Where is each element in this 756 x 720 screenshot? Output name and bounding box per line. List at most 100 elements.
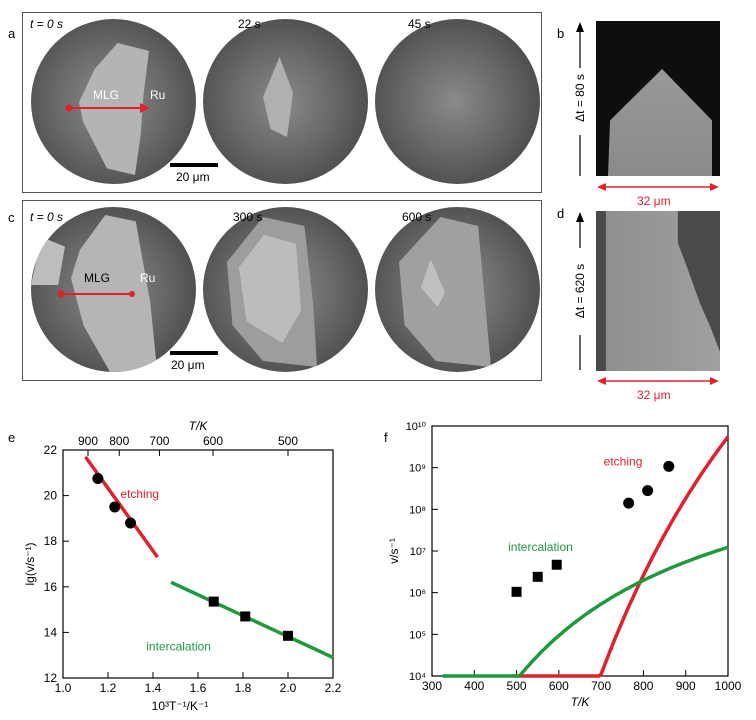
kymograph-trace — [605, 211, 720, 371]
panel-b-label: b — [557, 26, 565, 41]
intercalation-point — [240, 611, 251, 622]
time-label: 45 s — [408, 17, 431, 31]
top-tick-label: 600 — [203, 434, 223, 448]
y-tick-label: 10¹⁰ — [406, 421, 427, 433]
y-tick-label: 22 — [44, 443, 58, 457]
arrhenius-chart-e: e 1.0 1.2 1.4 1.6 1.8 2.0 2.2 12 14 16 18 20 22 900 800… — [8, 420, 342, 713]
intercalation-fit-line — [170, 580, 334, 660]
panel-a-frame — [22, 12, 542, 193]
y-tick-label: 10⁹ — [409, 463, 426, 475]
intercalation-curve — [442, 545, 729, 678]
region-label-mlg: MLG — [93, 88, 120, 102]
etching-point — [92, 473, 104, 484]
x-tick-label: 1.8 — [235, 681, 252, 695]
mlg-ru-arrow — [65, 103, 150, 113]
x-tick-label: 500 — [507, 679, 527, 693]
series-label-etching: etching — [604, 455, 643, 469]
mlg-island — [31, 237, 65, 285]
x-tick-label: 400 — [464, 679, 484, 693]
kymograph-b — [596, 21, 720, 176]
region-label-ru: Ru — [140, 271, 156, 285]
rate-chart-f: f 300 400 500 600 700 800 900 1000 10⁴ 10⁵ 10⁶ 10⁷ 10… — [384, 421, 742, 709]
width-label: 32 μm — [637, 388, 671, 402]
width-arrow — [597, 377, 719, 385]
micrograph-a2 — [203, 19, 368, 184]
panel-f-label: f — [384, 430, 388, 445]
y-axis-label: lg(v/s⁻¹) — [23, 543, 37, 586]
intercalation-point — [208, 596, 219, 607]
etching-point — [663, 460, 675, 472]
y-tick-label: 16 — [44, 580, 58, 594]
scale-bar-label: 20 μm — [176, 170, 210, 184]
time-axis-arrow — [576, 212, 584, 370]
series-label-intercalation: intercalation — [508, 540, 573, 554]
top-axis-label: T/K — [189, 420, 209, 433]
etching-point — [109, 501, 121, 513]
x-tick-label: 800 — [633, 679, 653, 693]
y-tick-label: 18 — [44, 534, 58, 548]
top-tick-label: 700 — [149, 434, 169, 448]
intercalation-point — [532, 571, 543, 582]
micrograph-c3 — [375, 207, 540, 372]
x-tick-label: 1.4 — [145, 681, 162, 695]
y-tick-label: 20 — [44, 489, 58, 503]
intercalation-point — [283, 630, 293, 641]
time-label: 600 s — [402, 210, 432, 224]
scale-bar — [170, 163, 218, 167]
x-tick-label: 1.6 — [190, 681, 207, 695]
micrograph-c2 — [203, 207, 368, 372]
region-label-mlg: MLG — [84, 271, 111, 285]
time-axis-arrow — [576, 22, 584, 176]
duration-label: Δt = 620 s — [573, 263, 587, 319]
y-tick-label: 10⁶ — [409, 588, 426, 600]
y-tick-label: 12 — [44, 671, 58, 685]
x-tick-label: 700 — [591, 679, 611, 693]
x-tick-label: 2.0 — [280, 681, 297, 695]
top-tick-label: 900 — [78, 434, 98, 448]
y-axis-label: v/s⁻¹ — [387, 538, 401, 564]
width-label: 32 μm — [637, 194, 671, 208]
x-tick-label: 1.0 — [55, 681, 72, 695]
kymograph-d — [596, 211, 720, 371]
y-tick-label: 10⁷ — [410, 546, 426, 558]
x-tick-label: 300 — [422, 679, 442, 693]
etching-point — [623, 497, 635, 509]
y-tick-label: 10⁸ — [409, 504, 426, 516]
intercalation-point — [551, 559, 562, 570]
panel-a-label: a — [8, 26, 16, 41]
duration-label: Δt = 80 s — [573, 74, 587, 122]
etching-curve — [512, 435, 730, 678]
etching-point — [642, 485, 654, 497]
y-tick-label: 14 — [44, 625, 58, 639]
panel-d-label: d — [557, 206, 565, 221]
width-arrow — [597, 183, 719, 191]
x-tick-label: 600 — [549, 679, 569, 693]
micrograph-a1 — [31, 19, 196, 184]
series-label-intercalation: intercalation — [146, 640, 211, 654]
time-label: 300 s — [233, 210, 263, 224]
scale-bar-label: 20 μm — [171, 358, 205, 372]
series-label-etching: etching — [120, 487, 159, 501]
micrograph-a3 — [375, 19, 540, 184]
panel-c-label: c — [8, 210, 15, 225]
mlg-island — [263, 57, 293, 137]
panel-e-label: e — [8, 430, 15, 445]
x-tick-label: 1.2 — [100, 681, 117, 695]
scale-bar — [170, 351, 218, 355]
x-tick-label: 900 — [676, 679, 696, 693]
etching-point — [125, 517, 136, 529]
x-tick-label: 2.2 — [325, 681, 342, 695]
time-label: t = 0 s — [30, 17, 64, 31]
plot-frame — [431, 425, 729, 677]
time-label: 22 s — [238, 17, 261, 31]
mlg-ring — [399, 217, 491, 367]
top-tick-label: 500 — [278, 434, 298, 448]
x-axis-label: T/K — [571, 695, 591, 709]
mlg-ru-arrow — [57, 290, 135, 298]
kymograph-trace — [608, 69, 712, 176]
y-tick-label: 10⁵ — [409, 629, 426, 641]
top-tick-label: 800 — [109, 434, 129, 448]
region-label-ru: Ru — [150, 88, 166, 102]
x-axis-label: 10³T⁻¹/K⁻¹ — [152, 699, 209, 713]
x-tick-label: 1000 — [715, 679, 742, 693]
